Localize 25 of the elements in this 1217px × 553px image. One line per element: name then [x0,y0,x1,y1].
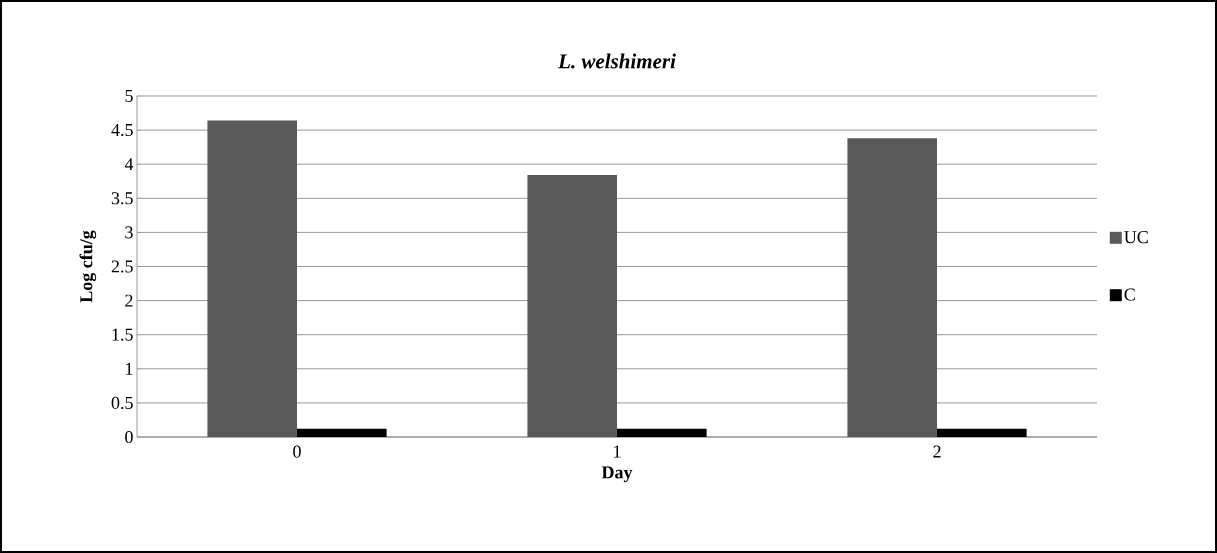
chart-title: L. welshimeri [557,53,676,69]
x-tick-label: 1 [614,445,621,458]
y-tick-label: 4.5 [111,124,133,137]
x-axis-title: Day [601,466,633,483]
bar [847,138,938,437]
bar [297,428,387,437]
y-tick-label: 4 [124,158,134,171]
x-tick-label: 0 [293,445,301,458]
y-tick-label: 5 [125,90,133,102]
legend-label: C [1124,288,1135,301]
bar [527,175,617,437]
bar [207,120,297,437]
y-axis-title: Log cfu/g [79,230,97,303]
bar [937,428,1027,437]
bar [617,428,707,437]
y-tick-label: 1 [126,362,133,375]
legend-label: UC [1124,231,1148,244]
x-tick-label: 2 [933,445,941,458]
y-tick-label: 0.5 [111,396,133,410]
y-tick-label: 3 [125,226,133,239]
y-tick-label: 0 [125,430,133,444]
y-tick-label: 3.5 [111,192,133,205]
y-tick-label: 2.5 [111,260,133,273]
y-tick-label: 1.5 [112,328,133,341]
y-tick-label: 2 [125,294,133,307]
